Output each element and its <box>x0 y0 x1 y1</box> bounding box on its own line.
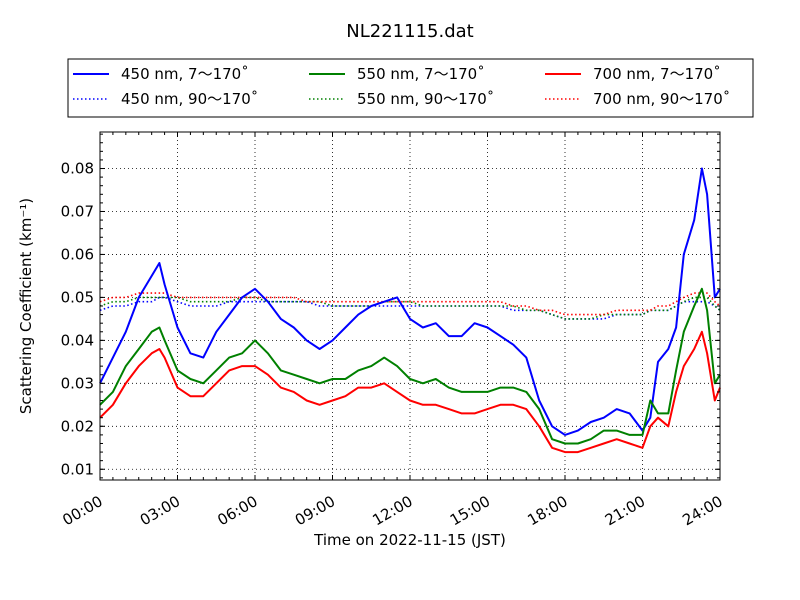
x-axis-label: Time on 2022-11-15 (JST) <box>313 531 506 549</box>
y-axis-label: Scattering Coefficient (km⁻¹) <box>17 198 35 414</box>
x-tick-label: 24:00 <box>679 492 725 529</box>
legend-label: 450 nm, 7～170˚ <box>121 65 249 83</box>
y-tick-label: 0.06 <box>61 245 94 263</box>
series-lines <box>99 167 721 454</box>
x-tick-label: 18:00 <box>524 492 570 529</box>
legend: 450 nm, 7～170˚ 450 nm, 90～170˚ 550 nm, 7～1… <box>67 58 754 118</box>
legend-label: 550 nm, 90～170˚ <box>357 90 494 108</box>
y-tick-label: 0.05 <box>61 288 94 306</box>
x-tick-label: 03:00 <box>137 492 183 529</box>
legend-box <box>67 58 754 118</box>
y-tick-label: 0.02 <box>61 417 94 435</box>
y-tick-label: 0.01 <box>61 460 94 478</box>
series-line <box>99 292 721 316</box>
chart-title: NL221115.dat <box>346 21 473 42</box>
y-tick-label: 0.08 <box>61 160 94 178</box>
grid <box>99 132 721 480</box>
y-tick-label: 0.07 <box>61 202 94 220</box>
x-tick-label: 06:00 <box>214 492 260 529</box>
y-tick-label: 0.03 <box>61 374 94 392</box>
series-line <box>99 330 721 454</box>
legend-label: 550 nm, 7～170˚ <box>357 65 485 83</box>
axis-ticks: 00:00 03:00 06:00 09:00 12:00 15:00 18:00 21:00… <box>59 132 726 529</box>
series-line <box>99 167 721 436</box>
x-tick-label: 15:00 <box>447 492 493 529</box>
x-tick-label: 00:00 <box>59 492 105 529</box>
x-tick-label: 21:00 <box>602 492 648 529</box>
y-tick-label: 0.04 <box>61 331 94 349</box>
legend-label: 450 nm, 90～170˚ <box>121 90 258 108</box>
legend-label: 700 nm, 7～170˚ <box>593 65 721 83</box>
x-tick-label: 09:00 <box>292 492 338 529</box>
series-line <box>99 287 721 445</box>
x-tick-label: 12:00 <box>369 492 415 529</box>
legend-label: 700 nm, 90～170˚ <box>593 90 730 108</box>
